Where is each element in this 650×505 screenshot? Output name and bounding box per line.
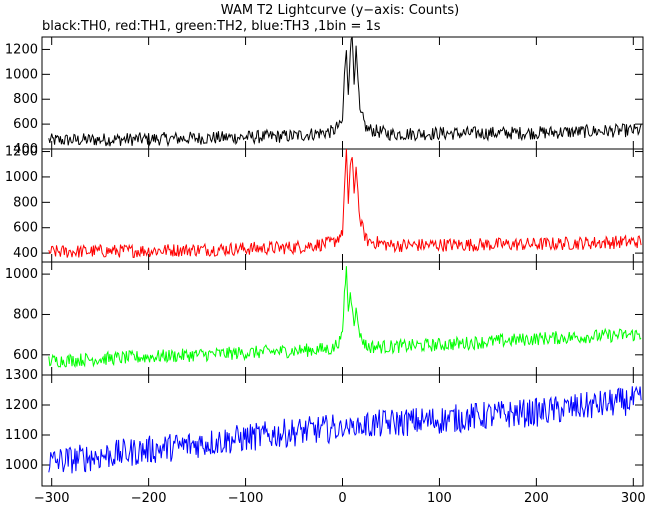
series-line-TH0	[48, 36, 642, 148]
y-tick-label-TH1: 800	[13, 195, 38, 210]
y-tick-label-TH0: 1200	[5, 42, 38, 57]
y-tick-label-TH3: 1100	[5, 428, 38, 443]
chart-subtitle: black:TH0, red:TH1, green:TH2, blue:TH3 …	[42, 19, 381, 34]
panel-frame-TH3	[41, 374, 644, 487]
y-tick-label-TH0: 400	[13, 142, 38, 157]
x-tick-label: −300	[34, 491, 70, 505]
y-tick-label-TH2: 600	[13, 348, 38, 363]
y-tick-label-TH1: 1200	[5, 145, 38, 160]
x-tick-label: −100	[228, 491, 264, 505]
x-tick-label: 0	[338, 491, 346, 505]
panel-frame-TH2	[41, 261, 644, 376]
y-tick-label-TH0: 800	[13, 92, 38, 107]
series-line-TH3	[48, 385, 642, 474]
x-tick-label: 200	[524, 491, 549, 505]
y-tick-label-TH2: 800	[13, 307, 38, 322]
y-tick-label-TH0: 600	[13, 117, 38, 132]
y-tick-label-TH3: 1000	[5, 458, 38, 473]
chart-title: WAM T2 Lightcurve (y−axis: Counts)	[221, 3, 459, 18]
y-tick-label-TH1: 600	[13, 221, 38, 236]
x-tick-label: −200	[131, 491, 167, 505]
x-tick-label: 100	[427, 491, 452, 505]
y-tick-label-TH1: 1000	[5, 170, 38, 185]
y-tick-label-TH2: 1000	[5, 267, 38, 282]
series-line-TH2	[48, 266, 642, 369]
y-tick-label-TH0: 1000	[5, 67, 38, 82]
y-tick-label-TH3: 1300	[5, 368, 38, 383]
chart-panels: 4006008001000120040060080010001200600800…	[5, 36, 646, 505]
x-tick-label: 300	[621, 491, 646, 505]
y-tick-label-TH1: 400	[13, 246, 38, 261]
series-line-TH1	[48, 148, 642, 259]
y-tick-label-TH3: 1200	[5, 398, 38, 413]
